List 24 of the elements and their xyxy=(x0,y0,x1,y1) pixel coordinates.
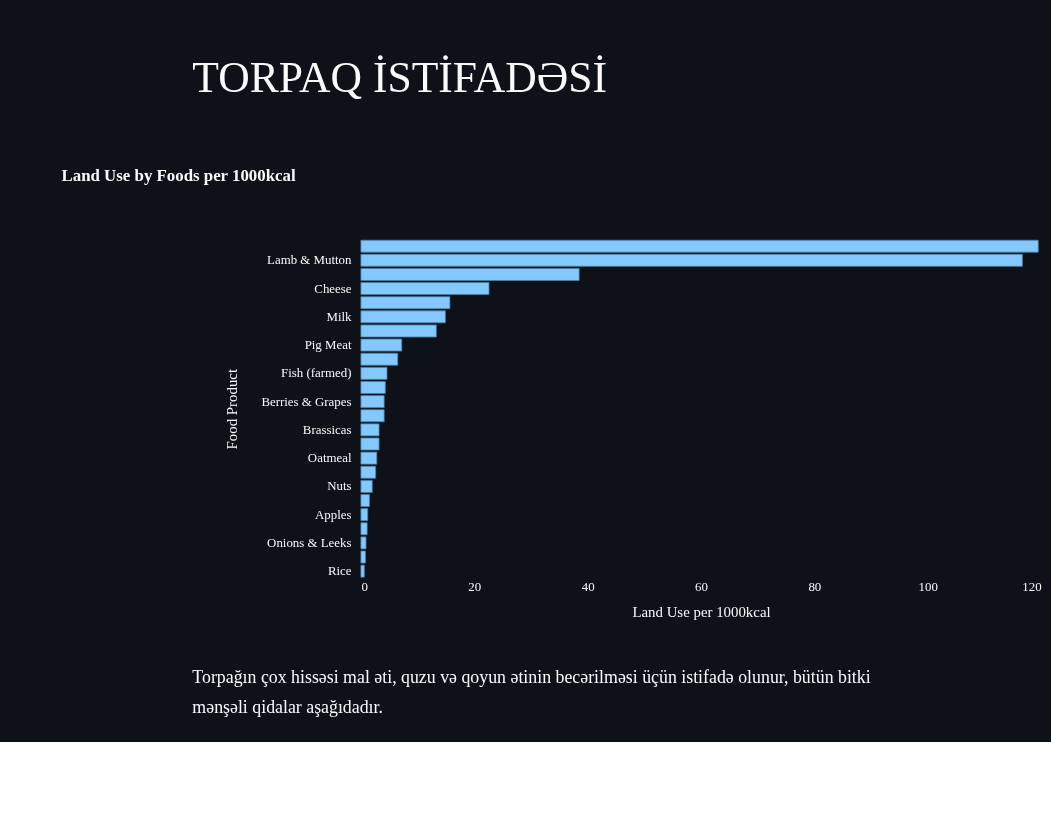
x-tick-label: 40 xyxy=(581,579,595,594)
y-axis-title: Food Product xyxy=(223,368,240,450)
y-tick-label: Rice xyxy=(327,564,352,579)
y-tick-label: Cheese xyxy=(314,281,352,296)
y-tick-label: Brassicas xyxy=(302,422,352,437)
y-tick-label: Milk xyxy=(326,309,353,324)
text: Land Use by Foods per 1000kcal xyxy=(61,165,296,185)
y-tick-label: Onions & Leeks xyxy=(267,535,352,550)
y-tick-label: Berries & Grapes xyxy=(261,394,352,409)
y-tick-label: Apples xyxy=(315,507,352,522)
text: Torpağın çox hissəsi mal əti, quzu və qoyun ətinin becərilməsi üçün istifadə olunur, bütün bitki mənşəli qidalar aşağıdadır. xyxy=(192,667,871,718)
y-tick-label: Fish (farmed) xyxy=(281,366,352,381)
y-tick-label: Lamb & Mutton xyxy=(267,253,353,268)
x-tick-label: 80 xyxy=(808,579,822,594)
x-tick-label: 120 xyxy=(1022,579,1042,594)
x-axis-title: Land Use per 1000kcal xyxy=(632,604,771,621)
x-tick-label: 20 xyxy=(468,579,482,594)
y-tick-label: Pig Meat xyxy=(304,338,352,353)
text: TORPAQ İSTİFADƏSİ xyxy=(192,53,608,102)
x-tick-label: 0 xyxy=(361,579,368,594)
y-tick-label: Nuts xyxy=(327,479,352,494)
x-tick-label: 100 xyxy=(918,579,938,594)
y-tick-label: Oatmeal xyxy=(307,451,352,466)
x-tick-label: 60 xyxy=(695,579,708,594)
